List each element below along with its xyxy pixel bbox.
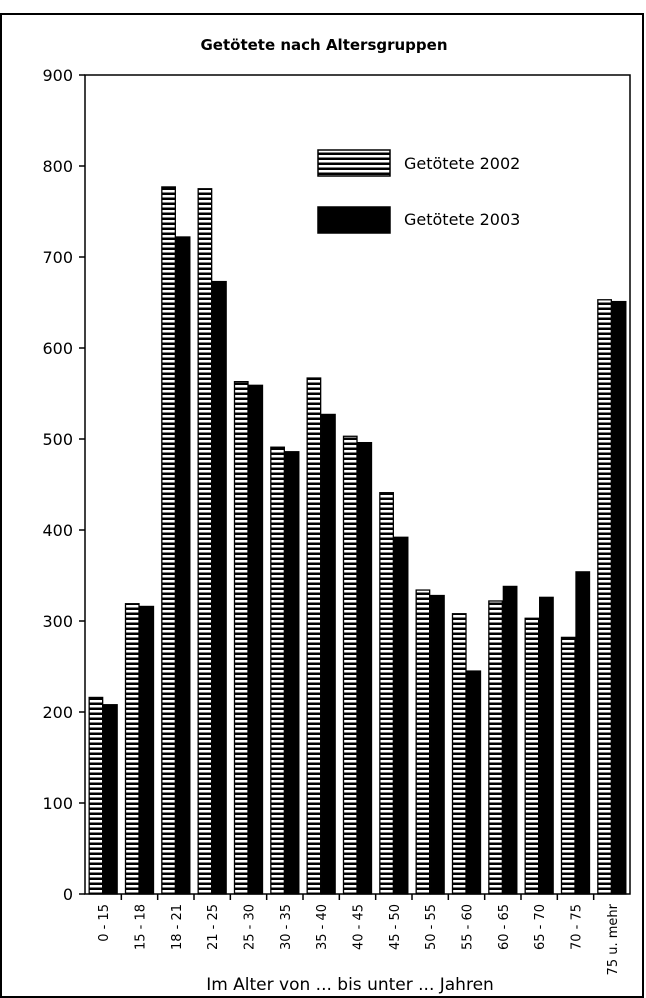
x-tick-label: 75 u. mehr	[606, 903, 621, 975]
bar-2003	[212, 280, 227, 895]
x-tick-label: 60 - 65	[497, 904, 512, 950]
legend-label-2003: Getötete 2003	[404, 210, 520, 229]
x-tick-label: 21 - 25	[206, 904, 221, 950]
bar-2003	[248, 384, 264, 895]
x-tick-label: 35 - 40	[315, 904, 330, 950]
bar-2003	[103, 704, 118, 895]
bar-2003	[321, 413, 336, 895]
bar-2002	[560, 636, 576, 895]
x-tick-label: 18 - 21	[170, 904, 185, 950]
bar-2002	[233, 381, 249, 895]
bar-2002	[524, 617, 540, 895]
y-tick-label: 700	[42, 248, 73, 267]
bar-2002	[124, 603, 140, 895]
bar-2003	[502, 585, 518, 895]
y-tick-label: 900	[42, 66, 73, 85]
bar-2003	[539, 596, 554, 895]
x-axis: 0 - 15 15 - 18 18 - 21 21 - 25 25 - 30 30 - 3…	[97, 894, 621, 975]
x-tick-label: 70 - 75	[570, 904, 585, 950]
bar-2002	[488, 600, 503, 895]
bar-2002	[342, 435, 358, 895]
y-axis: 0 100 200 300 400 500 600 700 800 900	[42, 66, 85, 904]
bar-2003	[575, 571, 591, 895]
bar-2003	[175, 236, 191, 895]
bar-2002	[197, 188, 213, 895]
bar-2002	[451, 613, 467, 895]
x-tick-label: 50 - 55	[424, 904, 439, 950]
x-tick-label: 0 - 15	[97, 904, 112, 942]
y-tick-label: 0	[63, 885, 73, 904]
x-tick-label: 45 - 50	[388, 904, 403, 950]
y-tick-label: 300	[42, 612, 73, 631]
bar-2003	[393, 536, 409, 895]
y-tick-label: 800	[42, 157, 73, 176]
bar-2002	[379, 492, 394, 895]
bar-2003	[466, 670, 482, 895]
chart-title: Getötete nach Altersgruppen	[200, 36, 447, 54]
legend-label-2002: Getötete 2002	[404, 154, 520, 173]
bar-2002	[270, 446, 285, 895]
y-tick-label: 500	[42, 430, 73, 449]
y-tick-label: 400	[42, 521, 73, 540]
x-axis-label: Im Alter von ... bis unter ... Jahren	[206, 975, 494, 995]
y-tick-label: 200	[42, 703, 73, 722]
bar-2002	[415, 589, 431, 895]
x-tick-label: 55 - 60	[461, 904, 476, 950]
bar-2002	[161, 186, 176, 895]
x-tick-label: 40 - 45	[352, 904, 367, 950]
bar-2003	[611, 300, 627, 895]
x-tick-label: 30 - 35	[279, 904, 294, 950]
bar-2002	[88, 696, 104, 895]
y-tick-label: 600	[42, 339, 73, 358]
bar-2003	[357, 441, 373, 895]
x-tick-label: 25 - 30	[243, 904, 258, 950]
bar-2003	[284, 451, 300, 895]
legend: Getötete 2002 Getötete 2003	[317, 149, 520, 234]
legend-swatch-2002	[317, 149, 391, 177]
legend-swatch-2003	[317, 206, 391, 234]
y-tick-label: 100	[42, 794, 73, 813]
bars	[88, 186, 627, 895]
bar-2003	[430, 594, 445, 895]
bar-2002	[597, 299, 612, 895]
outer-border	[0, 13, 644, 998]
bar-2002	[306, 377, 322, 895]
bar-2003	[139, 605, 155, 895]
x-tick-label: 15 - 18	[134, 904, 149, 950]
x-tick-label: 65 - 70	[533, 904, 548, 950]
